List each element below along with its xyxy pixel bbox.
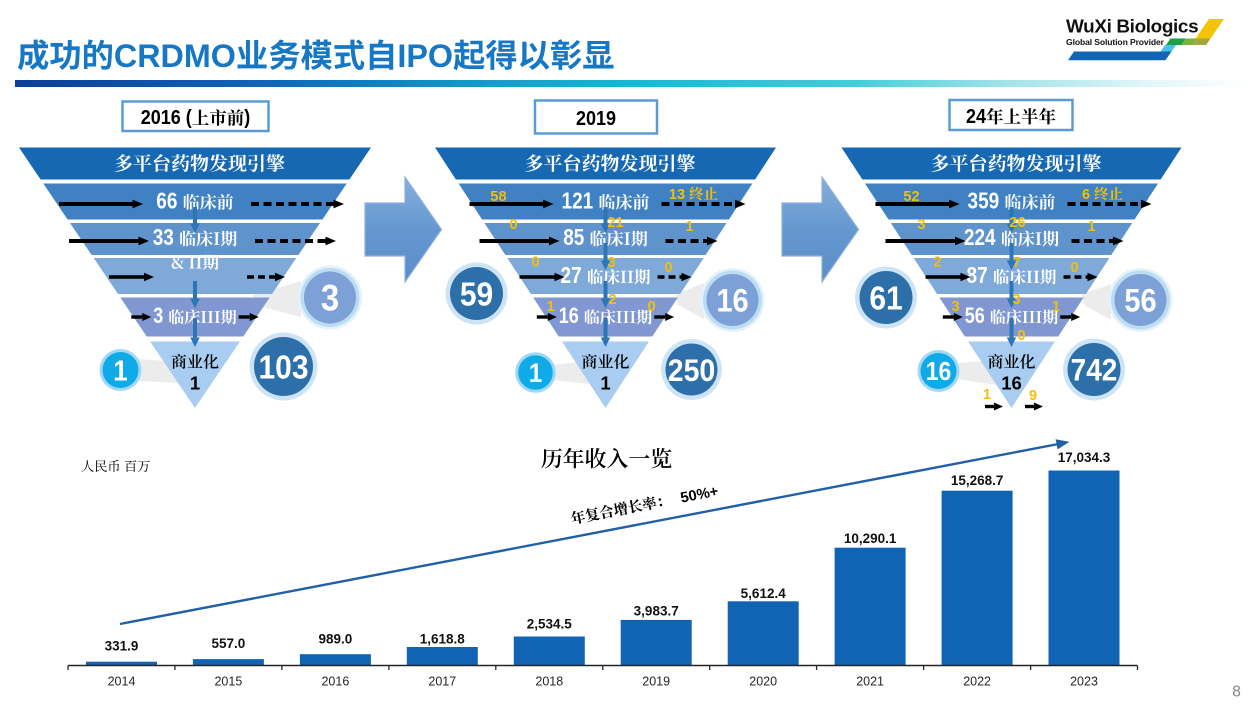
svg-text:1: 1 [983, 387, 991, 403]
svg-text:1: 1 [1087, 219, 1095, 235]
svg-text:58: 58 [490, 189, 506, 205]
svg-text:24: 24 [966, 106, 986, 128]
svg-text:Global Solution Provider: Global Solution Provider [1066, 37, 1165, 47]
svg-text:1: 1 [685, 219, 693, 235]
svg-text:0: 0 [647, 299, 655, 315]
svg-text:59: 59 [460, 275, 493, 313]
svg-text:16: 16 [1001, 373, 1022, 394]
svg-text:66: 66 [156, 189, 177, 214]
svg-text:16: 16 [559, 304, 579, 328]
svg-text:2020: 2020 [749, 675, 777, 689]
svg-text:33: 33 [153, 225, 174, 250]
svg-text:56: 56 [965, 304, 985, 328]
svg-text:2015: 2015 [214, 675, 242, 689]
svg-text:103: 103 [258, 348, 308, 386]
svg-text:2022: 2022 [963, 675, 991, 689]
svg-text:3: 3 [153, 304, 163, 328]
svg-text:1: 1 [113, 354, 127, 387]
svg-text:7: 7 [1012, 255, 1020, 271]
svg-text:250: 250 [668, 353, 716, 388]
svg-text:15,268.7: 15,268.7 [951, 473, 1004, 488]
svg-text:2016 (: 2016 ( [141, 107, 193, 129]
svg-text:2019: 2019 [642, 675, 670, 689]
svg-text:0: 0 [1017, 328, 1025, 344]
svg-text:1: 1 [600, 373, 610, 394]
svg-text:359: 359 [968, 189, 1000, 214]
svg-text:CRDMO: CRDMO [114, 38, 236, 74]
svg-text:1: 1 [546, 299, 554, 315]
svg-text:9: 9 [1029, 388, 1037, 404]
svg-text:IPO: IPO [397, 38, 453, 74]
svg-text:27: 27 [561, 263, 582, 288]
svg-text:989.0: 989.0 [319, 632, 353, 647]
svg-text:26: 26 [1009, 215, 1025, 231]
svg-text:2017: 2017 [428, 675, 456, 689]
svg-text:224: 224 [964, 225, 996, 250]
svg-text:3: 3 [607, 255, 615, 271]
svg-text:WuXi Biologics: WuXi Biologics [1066, 17, 1198, 38]
svg-text:121: 121 [562, 189, 594, 214]
svg-text:3,983.7: 3,983.7 [634, 603, 679, 618]
svg-text:2019: 2019 [576, 108, 616, 130]
svg-text:): ) [244, 107, 250, 129]
svg-text:5,612.4: 5,612.4 [741, 586, 787, 601]
svg-text:2014: 2014 [108, 675, 136, 689]
svg-text:17,034.3: 17,034.3 [1058, 450, 1111, 465]
svg-text:2023: 2023 [1070, 675, 1098, 689]
svg-text:2016: 2016 [321, 675, 349, 689]
svg-text:3: 3 [917, 217, 925, 233]
svg-text:56: 56 [1124, 282, 1156, 319]
svg-text:16: 16 [926, 358, 952, 386]
svg-text:87: 87 [967, 263, 988, 288]
svg-text:1: 1 [1052, 299, 1060, 315]
svg-text:3: 3 [321, 278, 339, 319]
svg-text:3: 3 [951, 299, 959, 315]
svg-text:61: 61 [869, 279, 902, 317]
svg-text:2021: 2021 [856, 675, 884, 689]
svg-text:331.9: 331.9 [105, 639, 139, 654]
svg-text:2,534.5: 2,534.5 [527, 617, 573, 632]
svg-text:2: 2 [933, 255, 941, 271]
svg-text:3: 3 [1012, 292, 1020, 308]
svg-text:0: 0 [664, 260, 672, 276]
svg-text:50%+: 50%+ [679, 484, 720, 507]
svg-text:52: 52 [903, 189, 919, 205]
svg-text:742: 742 [1071, 353, 1118, 388]
svg-text:1: 1 [529, 359, 542, 389]
svg-text:0: 0 [1070, 260, 1078, 276]
svg-text:8: 8 [1232, 684, 1241, 701]
svg-text:85: 85 [563, 225, 584, 250]
svg-text:1,618.8: 1,618.8 [420, 632, 466, 647]
svg-text:10,290.1: 10,290.1 [844, 531, 897, 546]
svg-text:6: 6 [1082, 187, 1090, 203]
svg-text:2: 2 [608, 292, 616, 308]
svg-text:1: 1 [190, 373, 200, 394]
svg-text:0: 0 [531, 255, 539, 271]
svg-text:21: 21 [607, 215, 623, 231]
svg-text:0: 0 [509, 217, 517, 233]
svg-text:2018: 2018 [535, 675, 563, 689]
svg-text:557.0: 557.0 [212, 636, 246, 651]
svg-text:16: 16 [716, 282, 748, 319]
svg-text:13: 13 [669, 187, 685, 203]
